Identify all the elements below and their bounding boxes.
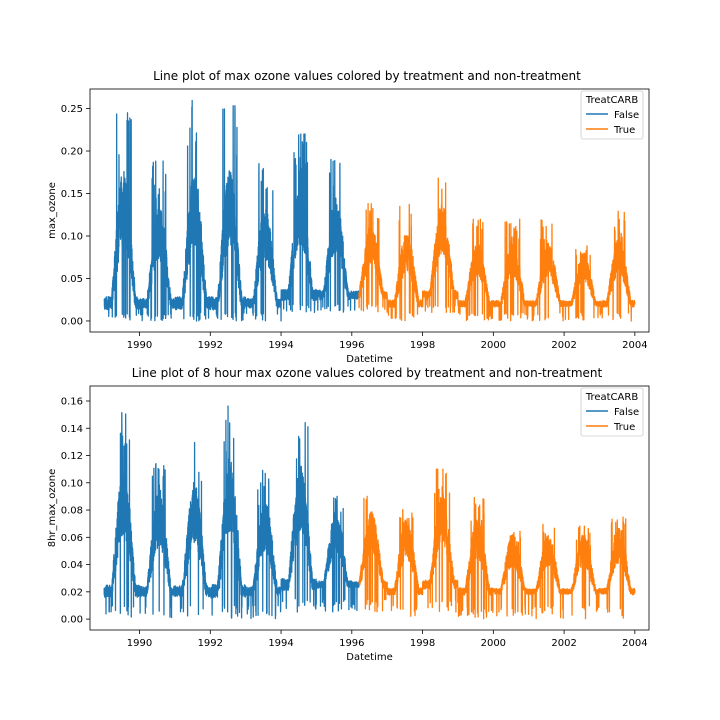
- y-tick-label: 0.06: [61, 533, 83, 544]
- x-tick-label: 2002: [551, 340, 576, 351]
- legend-label-true: True: [613, 422, 635, 433]
- legend-box: [580, 90, 644, 140]
- x-tick-label: 2000: [481, 340, 506, 351]
- legend-label-false: False: [614, 407, 639, 418]
- legend-box: [580, 387, 644, 437]
- plot-frame: [89, 385, 650, 631]
- y-tick-label: 0.20: [61, 147, 83, 158]
- x-tick-label: 2004: [622, 340, 647, 351]
- x-axis-label: Datetime: [346, 354, 393, 365]
- chart-max-ozone: Line plot of max ozone values colored by…: [47, 69, 650, 365]
- y-tick-label: 0.02: [61, 587, 83, 598]
- x-tick-label: 2004: [622, 638, 647, 649]
- x-tick-label: 1998: [410, 638, 435, 649]
- x-tick-label: 1992: [198, 340, 223, 351]
- y-tick-label: 0.12: [61, 451, 83, 462]
- chart-title: Line plot of 8 hour max ozone values col…: [132, 366, 603, 380]
- series-lines: [103, 405, 636, 620]
- y-tick-label: 0.25: [61, 104, 83, 115]
- x-tick-label: 1996: [339, 638, 364, 649]
- y-tick-label: 0.00: [61, 615, 83, 626]
- y-tick-label: 0.08: [61, 506, 83, 517]
- y-axis-label: max_ozone: [47, 182, 58, 239]
- y-tick-label: 0.10: [61, 231, 83, 242]
- x-tick-label: 1998: [410, 340, 435, 351]
- axes: 1990 1992 1994 1996 1998 2000 2002 2004 0.00 0.02…: [61, 396, 648, 649]
- axes: 1990 1992 1994 1996 1998 2000 2002 2004 0.00 0.05…: [61, 104, 648, 351]
- legend: TreatCARB False True: [580, 387, 644, 437]
- legend-label-false: False: [614, 110, 639, 121]
- x-tick-label: 2000: [481, 638, 506, 649]
- x-tick-label: 1994: [268, 638, 293, 649]
- x-tick-label: 1990: [127, 638, 152, 649]
- x-tick-label: 1996: [339, 340, 364, 351]
- y-tick-label: 0.04: [61, 560, 83, 571]
- y-axis-label: 8hr_max_ozone: [47, 469, 58, 548]
- y-tick-label: 0.10: [61, 478, 83, 489]
- legend-title: TreatCARB: [585, 95, 639, 106]
- y-tick-label: 0.15: [61, 189, 83, 200]
- legend: TreatCARB False True: [580, 90, 644, 140]
- legend-title: TreatCARB: [585, 392, 639, 403]
- x-tick-label: 1990: [127, 340, 152, 351]
- series-line-true: [358, 177, 636, 322]
- x-tick-label: 1994: [268, 340, 293, 351]
- y-tick-label: 0.14: [61, 424, 83, 435]
- x-tick-label: 2002: [551, 638, 576, 649]
- x-tick-label: 1992: [198, 638, 223, 649]
- chart-8hr-max-ozone: Line plot of 8 hour max ozone values col…: [47, 366, 650, 663]
- y-tick-label: 0.00: [61, 316, 83, 327]
- x-axis-label: Datetime: [346, 652, 393, 663]
- series-line-false: [103, 405, 360, 620]
- y-tick-label: 0.16: [61, 396, 83, 407]
- series-lines: [103, 99, 636, 322]
- y-tick-label: 0.05: [61, 274, 83, 285]
- plot-frame: [89, 88, 650, 333]
- legend-label-true: True: [613, 125, 635, 136]
- chart-title: Line plot of max ozone values colored by…: [153, 69, 581, 83]
- series-line-false: [103, 99, 360, 322]
- series-line-true: [358, 468, 636, 620]
